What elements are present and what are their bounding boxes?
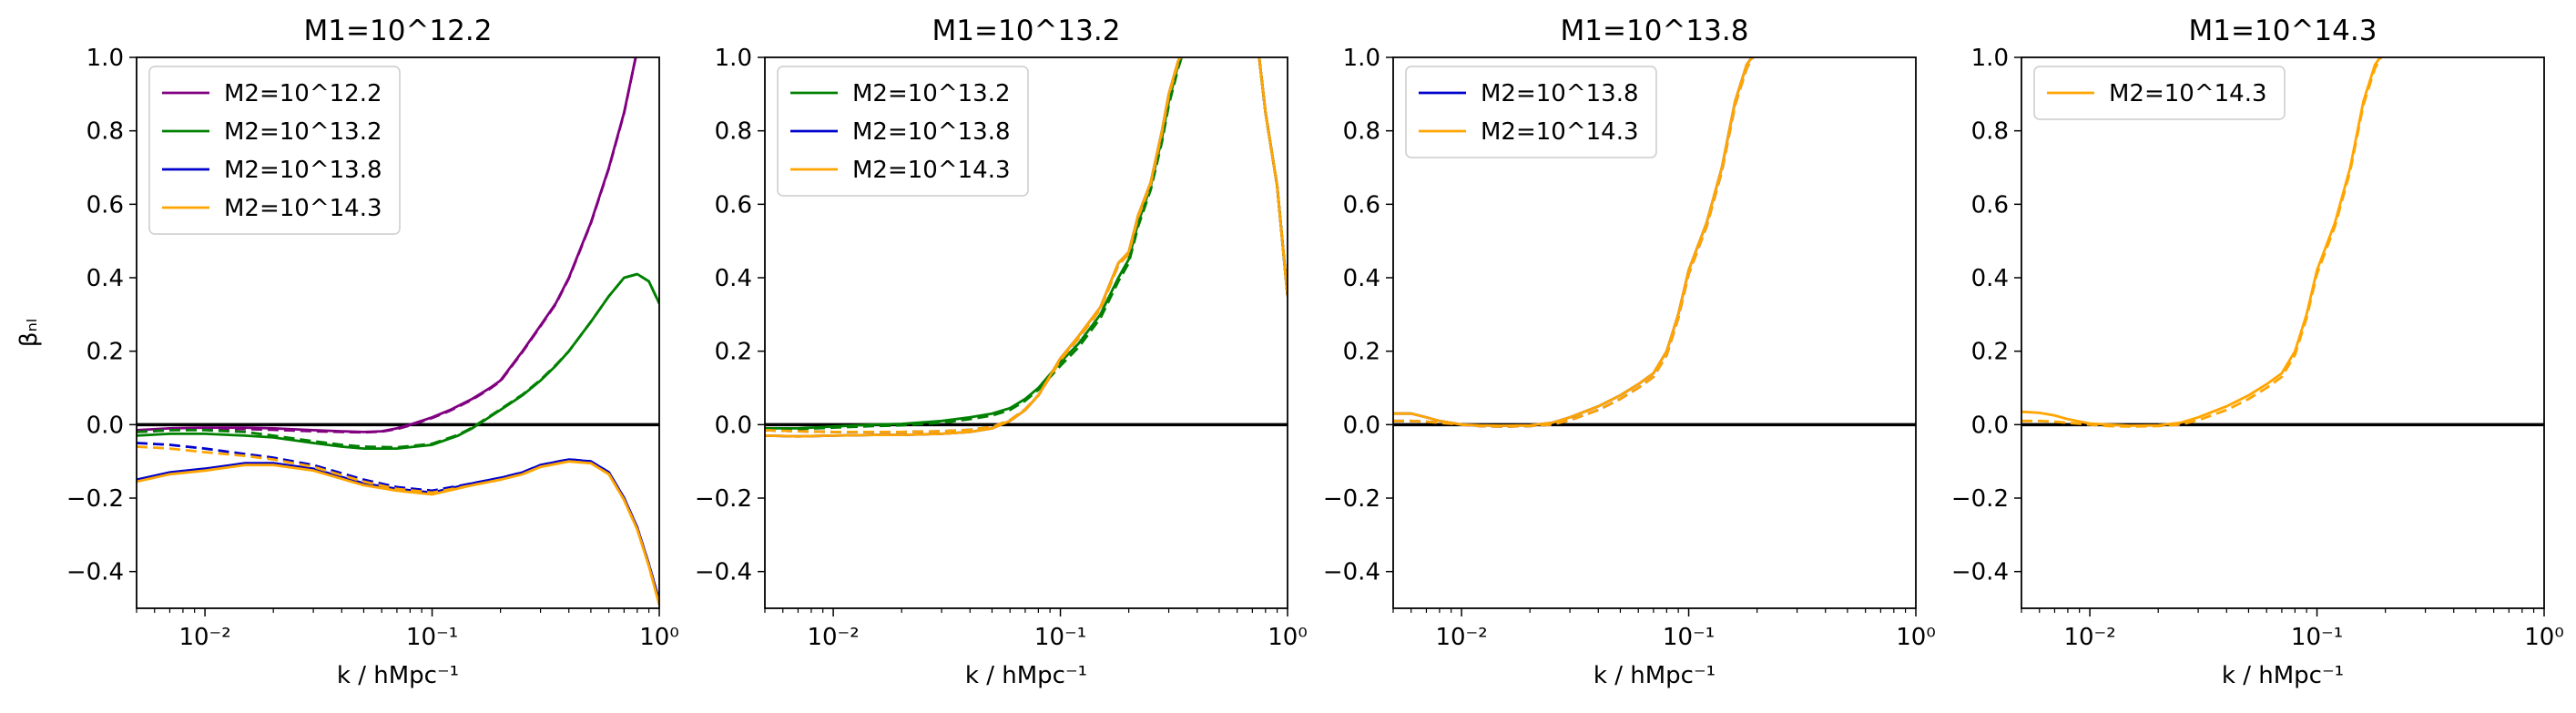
legend: M2=10^13.8 M2=10^14.3 [1405,66,1657,158]
y-tick-label: −0.4 [695,559,752,586]
y-tick-label: −0.2 [1323,485,1380,513]
series-line-3 [137,458,659,602]
legend-label: M2=10^13.2 [852,80,1011,107]
x-tick-label: 10⁻² [1435,624,1487,651]
y-tick-label: −0.4 [66,559,124,586]
y-tick-label: 0.2 [715,339,752,366]
y-tick-label: 0.0 [1971,412,2009,439]
y-tick-label: 0.0 [87,412,124,439]
plot-frame [136,56,660,609]
legend: M2=10^12.2 M2=10^13.2 M2=10^13.8 M2=10^14.3 [148,66,401,235]
plot-frame [764,56,1288,609]
y-tick-label: 0.2 [1971,339,2009,366]
series-dashed-line-1 [137,57,637,434]
series-line-2 [137,272,659,450]
y-tick-label: 1.0 [87,45,124,72]
x-tick-label: 10⁰ [1268,624,1308,651]
legend-label: M2=10^12.2 [224,80,382,107]
panel-1: −0.4 −0.2 0.0 0.2 0.4 0.6 0.8 1.0 10⁻² 10⁻¹ 10⁰ M1=… [15,15,679,689]
y-tick-label: 0.0 [715,412,752,439]
series-dashed-line-2 [1393,57,1755,428]
legend-label: M2=10^13.8 [1481,80,1639,107]
plot-frame [2021,56,2545,609]
x-axis-label: k / hMpc⁻¹ [2222,662,2344,689]
x-tick-label: 10⁻² [178,624,230,651]
x-axis-label: k / hMpc⁻¹ [1593,662,1716,689]
legend-box [777,66,1029,197]
legend-label: M2=10^13.2 [224,118,382,146]
legend-label: M2=10^14.3 [1481,118,1639,146]
y-tick-label: 0.6 [1971,191,2009,219]
x-tick-label: 10⁻¹ [406,624,458,651]
series-dashed-line-4 [137,445,659,606]
y-tick-label: 0.4 [715,265,752,292]
y-tick-label: 0.8 [715,118,752,146]
series-line-3 [765,57,1288,438]
x-tick-label: 10⁻² [2063,624,2115,651]
panel-3: −0.4 −0.2 0.0 0.2 0.4 0.6 0.8 1.0 10⁻² 10⁻¹ 10⁰ M1=… [1323,15,1936,689]
x-axis-label: k / hMpc⁻¹ [337,662,459,689]
y-tick-label: 0.0 [1343,412,1380,439]
legend-box [1405,66,1657,158]
y-tick-label: 1.0 [715,45,752,72]
series-dashed-line-2 [137,272,659,449]
y-tick-label: −0.2 [1951,485,2009,513]
chart-title: M1=10^13.8 [1561,15,1749,47]
legend-label: M2=10^13.8 [852,118,1011,146]
x-tick-label: 10⁻¹ [1663,624,1715,651]
y-tick-label: 0.4 [1343,265,1380,292]
legend-box [2033,66,2286,120]
x-tick-label: 10⁻² [807,624,859,651]
y-tick-label: 0.8 [87,118,124,146]
chart-title: M1=10^14.3 [2189,15,2377,47]
y-tick-label: 1.0 [1343,45,1380,72]
legend-label: M2=10^14.3 [2109,80,2267,107]
series-dashed-line-1 [2021,57,2383,428]
y-axis-label: βₙₗ [15,319,43,347]
x-axis-label: k / hMpc⁻¹ [965,662,1087,689]
legend-label: M2=10^14.3 [224,195,382,222]
series-dashed-line-3 [765,57,1288,433]
plot-frame [1392,56,1917,609]
y-tick-label: −0.2 [695,485,752,513]
legend: M2=10^13.2 M2=10^13.8 M2=10^14.3 [777,66,1029,197]
chart-title: M1=10^13.2 [932,15,1121,47]
y-tick-label: 0.6 [715,191,752,219]
x-tick-label: 10⁰ [639,624,679,651]
y-tick-label: 0.2 [87,339,124,366]
legend-box [148,66,401,235]
series-line-4 [137,460,659,606]
y-tick-label: 0.4 [87,265,124,292]
y-tick-label: 0.6 [1343,191,1380,219]
y-tick-label: 0.8 [1971,118,2009,146]
x-tick-label: 10⁻¹ [2291,624,2343,651]
y-tick-label: −0.4 [1323,559,1380,586]
y-tick-label: −0.2 [66,485,124,513]
y-tick-label: 0.4 [1971,265,2009,292]
panel-2: −0.4 −0.2 0.0 0.2 0.4 0.6 0.8 1.0 10⁻² 10⁻¹ 10⁰ M1=… [695,15,1308,689]
legend: M2=10^14.3 [2033,66,2286,120]
panel-4: −0.4 −0.2 0.0 0.2 0.4 0.6 0.8 1.0 10⁻² 10⁻¹ 10⁰ M1=… [1951,15,2564,689]
x-tick-label: 10⁰ [2524,624,2564,651]
series-line-1 [765,57,1288,430]
x-tick-label: 10⁻¹ [1034,624,1086,651]
y-tick-label: 0.8 [1343,118,1380,146]
legend-label: M2=10^13.8 [224,157,382,184]
y-tick-label: 1.0 [1971,45,2009,72]
y-tick-label: −0.4 [1951,559,2009,586]
series-dashed-line-1 [765,57,1288,431]
chart-title: M1=10^12.2 [304,15,493,47]
y-tick-label: 0.6 [87,191,124,219]
y-tick-label: 0.2 [1343,339,1380,366]
x-tick-label: 10⁰ [1896,624,1936,651]
legend-label: M2=10^14.3 [852,157,1011,184]
